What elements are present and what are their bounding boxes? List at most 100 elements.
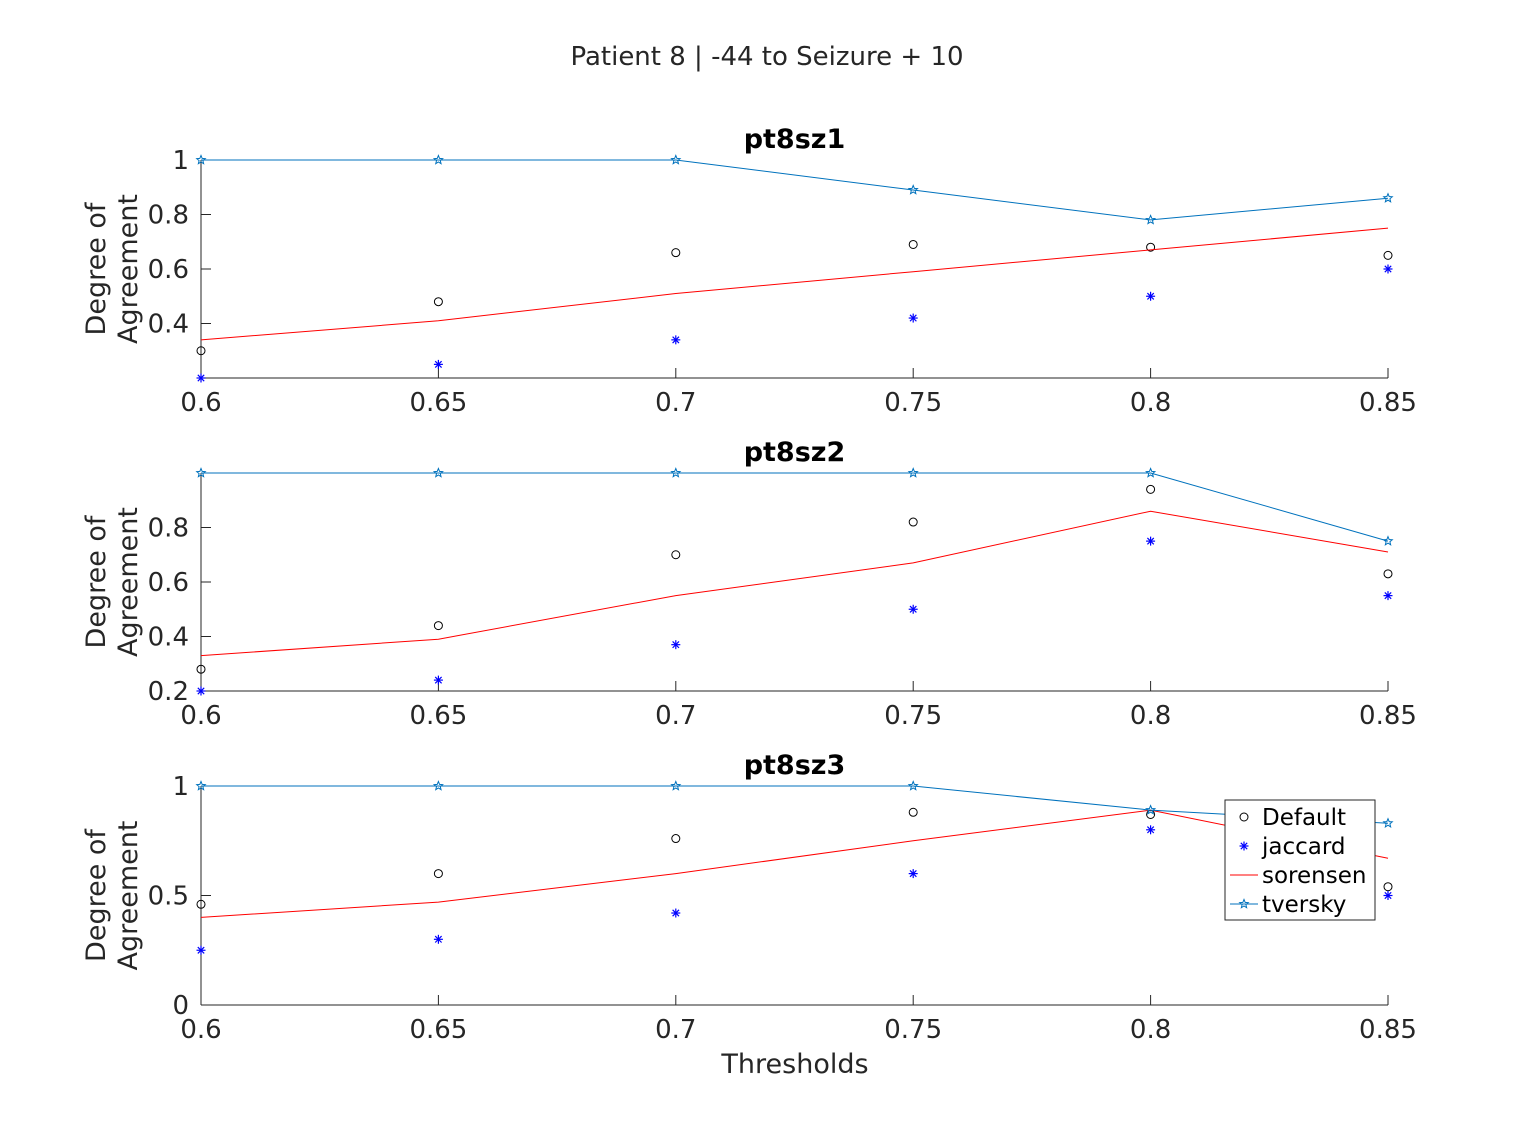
tversky-point: [1382, 192, 1394, 203]
Default-point: [196, 346, 206, 356]
subplot-title: pt8sz3: [744, 750, 846, 781]
subplot-pt8sz3: pt8sz3 0.6 0.65 0.7 0.75 0.8 0.85 0 0.5 1 Degree o…: [81, 750, 1417, 1045]
tversky-point: [1382, 817, 1394, 828]
x-tick-label: 0.8: [1130, 388, 1171, 418]
Default-point: [1146, 484, 1156, 494]
tversky-point: [432, 780, 444, 791]
Default-point: [908, 807, 918, 817]
x-tick-label: 0.8: [1130, 1015, 1171, 1045]
legend-item-Default: Default: [1239, 805, 1346, 831]
y-tick-label: 1: [172, 772, 189, 802]
Default-point: [1383, 882, 1393, 892]
series-jaccard: [196, 825, 1393, 955]
series-sorensen: [200, 510, 1389, 657]
Default-point: [196, 664, 206, 674]
x-tick-label: 0.75: [884, 1015, 942, 1045]
jaccard-point: [908, 869, 918, 879]
jaccard-point: [433, 934, 443, 944]
tversky-line: [201, 472, 1389, 542]
tversky-point: [1145, 804, 1157, 815]
jaccard-point: [1146, 536, 1156, 546]
series-tversky: [195, 467, 1394, 546]
tversky-point: [670, 467, 682, 478]
y-tick-label: 0.4: [148, 310, 189, 340]
legend-item-tversky: tversky: [1230, 892, 1346, 918]
jaccard-point: [433, 675, 443, 685]
Default-point: [671, 550, 681, 560]
tversky-point: [195, 154, 207, 165]
y-tick-label: 0.8: [148, 514, 189, 544]
legend-item-jaccard: jaccard: [1239, 834, 1346, 860]
y-tick-label: 0.8: [148, 201, 189, 231]
Default-point: [908, 239, 918, 249]
x-tick-label: 0.6: [180, 388, 221, 418]
legend-label: tversky: [1262, 892, 1346, 918]
jaccard-point: [671, 335, 681, 345]
x-tick-label: 0.6: [180, 701, 221, 731]
y-tick-label: 0.6: [148, 255, 189, 285]
legend-label: sorensen: [1262, 863, 1366, 889]
tversky-line: [201, 785, 1389, 824]
series-sorensen: [200, 227, 1389, 341]
series-jaccard: [196, 264, 1393, 383]
x-tick-label: 0.65: [409, 388, 467, 418]
y-tick-label: 0.2: [148, 677, 189, 707]
Default-point: [1146, 242, 1156, 252]
tversky-point: [907, 780, 919, 791]
y-axis-label: Degree ofAgreement: [81, 194, 144, 344]
tversky-point: [907, 184, 919, 195]
Default-point: [196, 899, 206, 909]
legend-label: Default: [1262, 805, 1346, 831]
Default-point: [433, 621, 443, 631]
jaccard-point: [196, 373, 206, 383]
tversky-point: [1145, 467, 1157, 478]
sorensen-line: [200, 227, 1389, 341]
Default-point: [908, 517, 918, 527]
subplot-title: pt8sz2: [744, 437, 846, 468]
x-tick-label: 0.7: [655, 388, 696, 418]
legend-swatch-marker: [1238, 898, 1250, 909]
jaccard-point: [671, 640, 681, 650]
jaccard-point: [1146, 825, 1156, 835]
tversky-point: [1382, 535, 1394, 546]
x-tick-label: 0.65: [409, 701, 467, 731]
series-Default: [196, 807, 1393, 909]
legend-swatch-marker: [1239, 841, 1249, 851]
series-tversky: [195, 154, 1394, 225]
jaccard-point: [671, 908, 681, 918]
tversky-point: [670, 780, 682, 791]
Default-point: [671, 834, 681, 844]
jaccard-point: [908, 313, 918, 323]
Default-point: [433, 869, 443, 879]
y-axis-label: Degree ofAgreement: [81, 507, 144, 657]
x-tick-label: 0.75: [884, 388, 942, 418]
legend-box: [1224, 799, 1376, 921]
x-tick-label: 0.85: [1359, 388, 1417, 418]
subplot-panels: pt8sz1 0.6 0.65 0.7 0.75 0.8 0.85 0.4 0.6 0.8 1 Deg…: [81, 124, 1417, 1045]
jaccard-point: [908, 604, 918, 614]
tversky-point: [1145, 214, 1157, 225]
series-Default: [196, 484, 1393, 674]
tversky-point: [195, 467, 207, 478]
series-tversky: [195, 780, 1394, 828]
y-tick-label: 0.4: [148, 623, 189, 653]
legend-item-sorensen: sorensen: [1230, 863, 1366, 889]
tversky-point: [432, 154, 444, 165]
x-tick-label: 0.8: [1130, 701, 1171, 731]
x-axis-label: Thresholds: [720, 1049, 868, 1080]
x-tick-label: 0.7: [655, 1015, 696, 1045]
jaccard-point: [1383, 264, 1393, 274]
x-tick-label: 0.75: [884, 701, 942, 731]
tversky-point: [432, 467, 444, 478]
legend-swatch-marker: [1239, 812, 1249, 822]
jaccard-point: [433, 359, 443, 369]
jaccard-point: [1383, 591, 1393, 601]
x-tick-label: 0.85: [1359, 701, 1417, 731]
figure-title: Patient 8 | -44 to Seizure + 10: [570, 42, 963, 72]
series-sorensen: [200, 809, 1389, 918]
Default-point: [671, 248, 681, 258]
series-Default: [196, 239, 1393, 356]
y-axis-label: Degree ofAgreement: [81, 821, 144, 971]
